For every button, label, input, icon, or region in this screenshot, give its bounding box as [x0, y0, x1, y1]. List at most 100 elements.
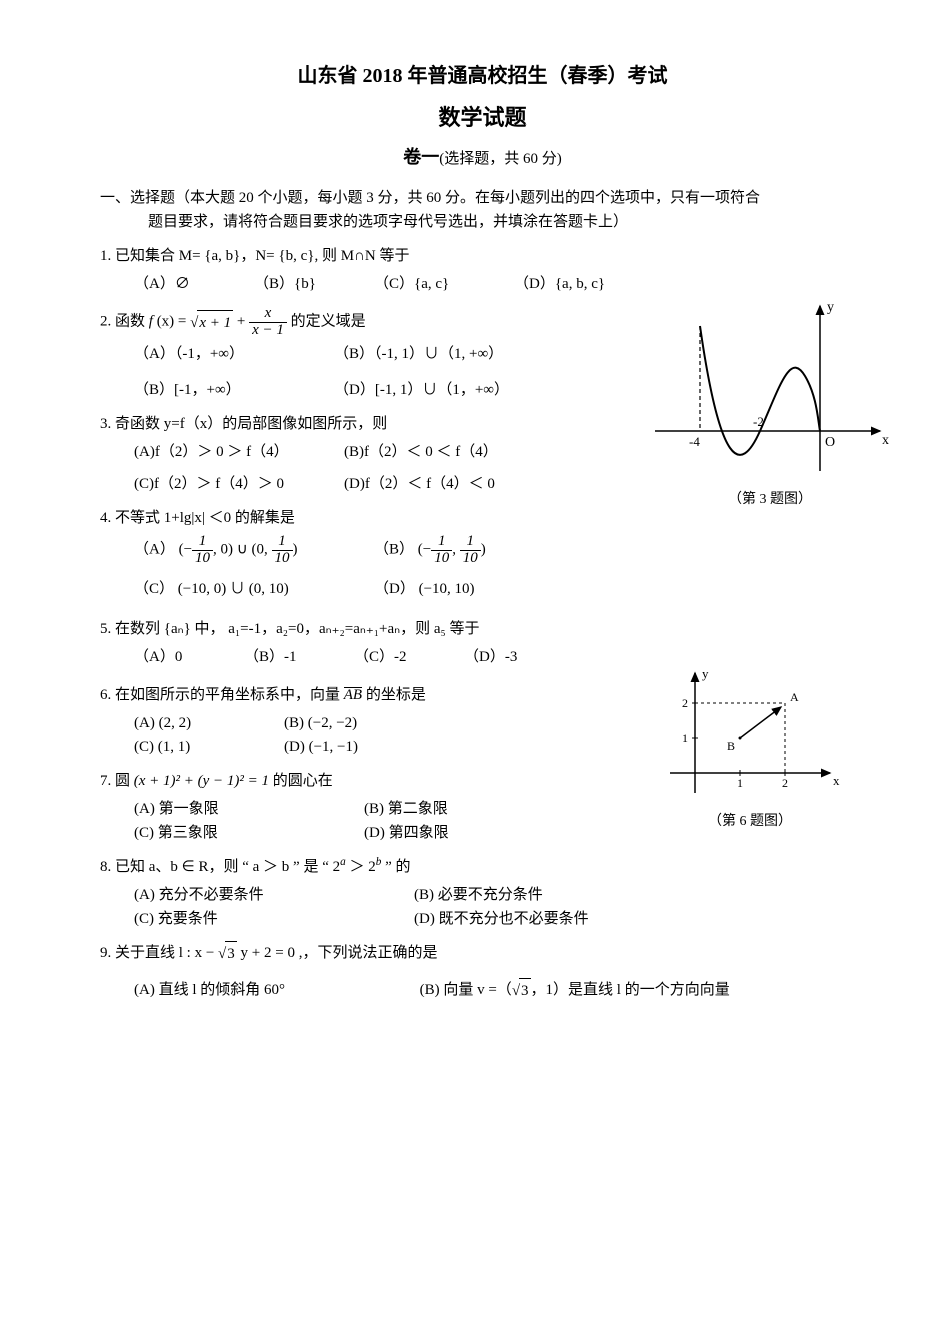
section-line2: 题目要求，请将符合题目要求的选项字母代号选出，并填涂在答题卡上）	[100, 210, 865, 234]
svg-text:2: 2	[682, 696, 688, 710]
q6-stem-pre: 6. 在如图所示的平角坐标系中，向量	[100, 687, 344, 703]
svg-text:A: A	[790, 690, 799, 704]
q6-opt-a: (A) (2, 2)	[134, 711, 284, 735]
figure-3-svg: y x O -4 -2	[645, 296, 895, 481]
q3-opt-a: (A)f（2）＞ 0 ＞ f（4）	[134, 440, 344, 464]
q3-opt-d: (D)f（2）＜ f（4）＜ 0	[344, 472, 495, 496]
figure-6-svg: y x 1 2 1 2 A B	[655, 663, 845, 803]
q9-b-post: ，1）是直线 l 的一个方向向量	[531, 982, 730, 998]
q1-stem-pre: 1. 已知集合 M= {a, b}，N= {b, c}, 则 M	[100, 248, 354, 264]
q4-b-pre: （B） (−	[374, 542, 431, 558]
q4-b-f1n: 1	[431, 534, 452, 551]
q2-plus: +	[237, 314, 249, 330]
q4-b-mid: ,	[452, 542, 460, 558]
q6-opt-b: (B) (−2, −2)	[284, 711, 357, 735]
q8-opt-a: (A) 充分不必要条件	[134, 883, 414, 907]
question-5-stem: 5. 在数列 {aₙ} 中， a₁=-1，a₂=0，aₙ₊₂=aₙ₊₁+aₙ，则…	[100, 617, 865, 641]
figure-6-caption: （第 6 题图）	[655, 811, 845, 833]
q9-b-sqrt-icon: √3	[512, 978, 531, 1003]
question-8: 8. 已知 a、b ∈ R，则 “ a ＞ b ” 是 “ 2a ＞ 2b ” …	[100, 855, 865, 879]
q4-b-f2n: 1	[460, 534, 481, 551]
q1-opt-c: （C）{a, c}	[374, 272, 514, 296]
q4-opt-c: （C） (−10, 0) ∪ (0, 10)	[134, 577, 374, 601]
q7-stem-pre: 7. 圆	[100, 773, 134, 789]
q1-stem-post: N 等于	[365, 248, 410, 264]
q6-opt-d: (D) (−1, −1)	[284, 735, 358, 759]
q1-opt-d: （D）{a, b, c}	[514, 272, 605, 296]
sqrt-icon: √x + 1	[190, 310, 233, 335]
q4-opt-a: （A） (−110, 0) ∪ (0, 110)	[134, 534, 374, 567]
q7-eqn: (x + 1)² + (y − 1)² = 1	[134, 773, 269, 789]
q2-stem-post: 的定义域是	[291, 314, 366, 330]
fig3-o-label: O	[825, 435, 835, 450]
figure-6: y x 1 2 1 2 A B （第 6 题图）	[655, 663, 845, 833]
q1-opt-b: （B）{b}	[254, 272, 374, 296]
part-bold: 卷一	[403, 147, 439, 167]
q4-a-f1d: 10	[192, 551, 213, 567]
q4-b-f1d: 10	[431, 551, 452, 567]
header-part: 卷一(选择题，共 60 分)	[100, 143, 865, 172]
fig3-m2-label: -2	[753, 414, 764, 429]
q4-opt-b: （B） (−110, 110)	[374, 534, 486, 567]
figure-3: y x O -4 -2 （第 3 题图）	[645, 296, 895, 511]
q2-opt-bb: （B）[-1，+∞）	[134, 378, 334, 402]
q2-frac-n: x	[249, 306, 287, 323]
q7-options: (A) 第一象限 (B) 第二象限 (C) 第三象限 (D) 第四象限	[100, 797, 594, 845]
q7-opt-b: (B) 第二象限	[364, 797, 594, 821]
q2-frac-d: x − 1	[249, 323, 287, 339]
q9-b-sqrt: 3	[519, 978, 531, 1003]
q9-b-pre: (B) 向量 v =（	[420, 982, 512, 998]
q4-opt-d: （D） (−10, 10)	[374, 577, 475, 601]
q4-b-post: )	[481, 542, 486, 558]
q4-a-post: )	[293, 542, 298, 558]
q7-opt-d: (D) 第四象限	[364, 821, 594, 845]
q9-stem-mid: y + 2 = 0 ,，下列说法正确的是	[241, 945, 438, 961]
q4-b-f2d: 10	[460, 551, 481, 567]
q8-opt-b: (B) 必要不充分条件	[414, 883, 694, 907]
q4-a-f2n: 1	[272, 534, 293, 551]
svg-text:2: 2	[782, 776, 788, 790]
q8-stem-pre: 8. 已知 a、b ∈ R，则 “ a ＞ b ” 是 “ 2	[100, 859, 340, 875]
header-subject: 数学试题	[100, 100, 865, 135]
q9-options: (A) 直线 l 的倾斜角 60° (B) 向量 v =（√3，1）是直线 l …	[100, 978, 814, 1003]
q5-opt-b: （B）-1	[244, 645, 354, 669]
q5-opt-c: （C）-2	[354, 645, 464, 669]
q7-stem-post: 的圆心在	[269, 773, 333, 789]
header-province: 山东省 2018 年普通高校招生（春季）考试	[100, 60, 865, 92]
q4-options: （A） (−110, 0) ∪ (0, 110) （B） (−110, 110)…	[100, 534, 865, 601]
q3-opt-b: (B)f（2）＜ 0 ＜ f（4）	[344, 440, 498, 464]
q9-opt-b: (B) 向量 v =（√3，1）是直线 l 的一个方向向量	[420, 978, 814, 1003]
q7-opt-a: (A) 第一象限	[134, 797, 364, 821]
fig3-m4-label: -4	[689, 434, 700, 449]
svg-text:1: 1	[682, 731, 688, 745]
q8-opt-c: (C) 充要条件	[134, 907, 414, 931]
q4-a-mid: , 0) ∪ (0,	[213, 542, 271, 558]
q2-opt-d: （D）[-1, 1）∪（1，+∞）	[334, 378, 509, 402]
q9-sqrt-icon: √3	[218, 941, 237, 966]
fig3-x-label: x	[882, 433, 889, 448]
q4-a-f1n: 1	[192, 534, 213, 551]
q7-opt-c: (C) 第三象限	[134, 821, 364, 845]
q8-stem-post: ” 的	[381, 859, 410, 875]
q5-opt-d: （D）-3	[464, 645, 517, 669]
svg-text:1: 1	[737, 776, 743, 790]
q1-opt-a: （A）∅	[134, 272, 254, 296]
section-instructions: 一、选择题（本大题 20 个小题，每小题 3 分，共 60 分。在每小题列出的四…	[100, 186, 865, 234]
svg-text:x: x	[833, 773, 840, 788]
q9-stem-pre: 9. 关于直线 l : x −	[100, 945, 218, 961]
q6-stem-post: 的坐标是	[362, 687, 426, 703]
question-4-stem: 4. 不等式 1+lg|x| ＜0 的解集是	[100, 506, 865, 530]
question-9: 9. 关于直线 l : x − √3 y + 2 = 0 ,，下列说法正确的是	[100, 941, 865, 966]
q2-argx: (x) =	[153, 314, 186, 330]
question-1: 1. 已知集合 M= {a, b}，N= {b, c}, 则 M∩N 等于	[100, 244, 865, 268]
q2-opt-a: （A）（-1，+∞）	[134, 342, 334, 366]
q2-sqrt-inside: x + 1	[197, 310, 233, 335]
q6-opt-c: (C) (1, 1)	[134, 735, 284, 759]
q8-opt-d: (D) 既不充分也不必要条件	[414, 907, 694, 931]
q9-opt-a: (A) 直线 l 的倾斜角 60°	[134, 978, 420, 1003]
q2-frac: xx − 1	[249, 306, 287, 339]
intersect-symbol: ∩	[354, 248, 365, 264]
q2-opt-b: （B）（-1, 1）∪（1, +∞）	[334, 342, 503, 366]
q4-a-pre: （A） (−	[134, 542, 192, 558]
q4-a-f2d: 10	[272, 551, 293, 567]
